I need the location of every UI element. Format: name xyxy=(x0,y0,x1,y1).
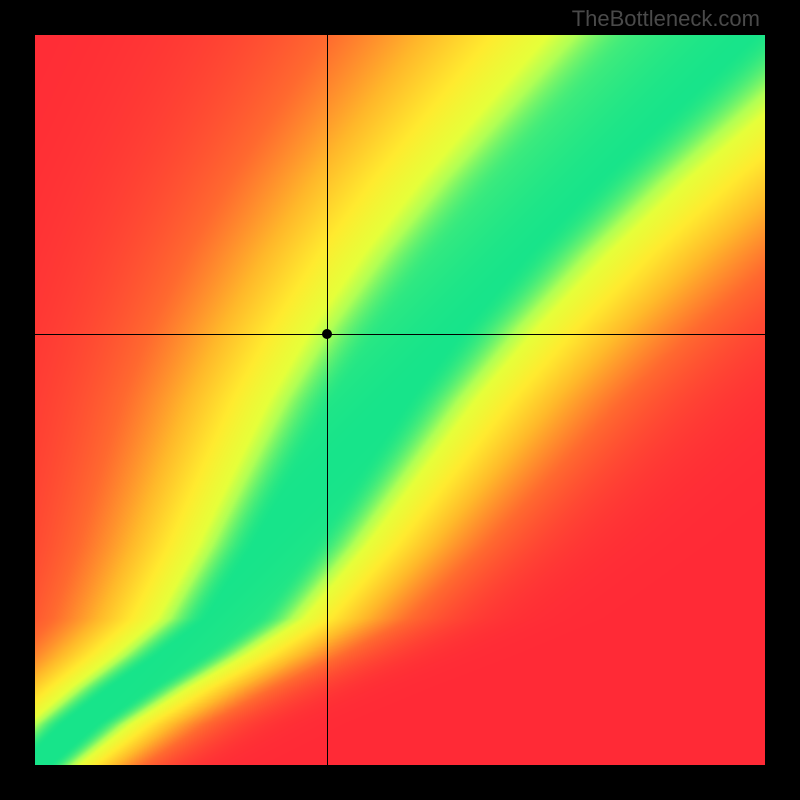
watermark-text: TheBottleneck.com xyxy=(572,6,760,32)
crosshair-vertical xyxy=(327,35,328,765)
crosshair-marker xyxy=(322,329,332,339)
heatmap-canvas xyxy=(35,35,765,765)
crosshair-horizontal xyxy=(35,334,765,335)
heatmap-plot xyxy=(35,35,765,765)
